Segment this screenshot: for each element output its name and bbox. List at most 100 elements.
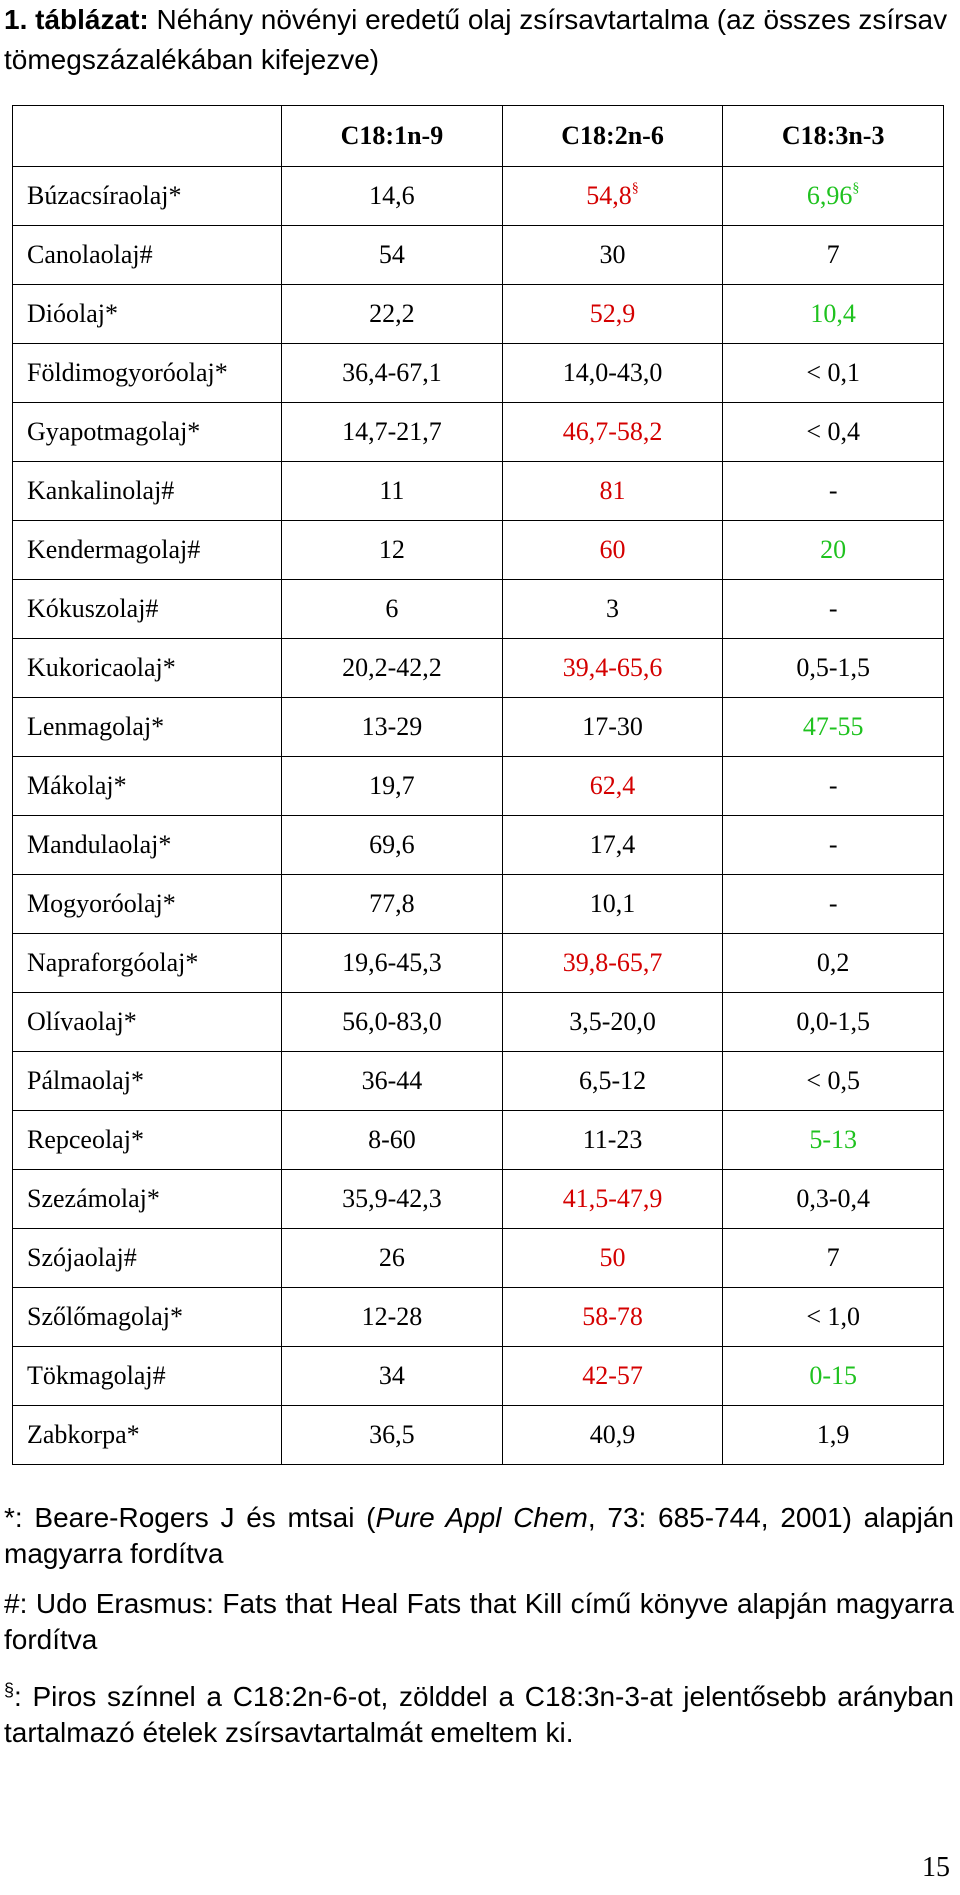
table-row: Napraforgóolaj* 19,6-45,3 39,8-65,7 0,2 — [11, 933, 944, 993]
caption-number: 1. — [4, 4, 28, 35]
c18-2-cell-value: 50 — [599, 1243, 626, 1272]
c18-3-cell: - — [722, 756, 944, 816]
table-row: Mogyoróolaj* 77,8 10,1 - — [11, 874, 944, 934]
c18-2-cell: 6,5-12 — [501, 1051, 724, 1111]
c18-3-cell: 0,2 — [722, 933, 944, 993]
c18-1-cell-value: 12 — [378, 535, 405, 564]
c18-3-cell: < 0,1 — [722, 343, 944, 403]
oil-name-cell: Szójaolaj# — [11, 1228, 283, 1288]
c18-3-cell: 1,9 — [722, 1405, 944, 1465]
c18-1-cell-value: 8-60 — [368, 1125, 416, 1154]
c18-2-cell-value: 17-30 — [582, 712, 643, 741]
c18-3-cell-value: 47-55 — [802, 712, 864, 741]
star-journal: Pure Appl Chem — [375, 1502, 588, 1533]
c18-1-cell: 22,2 — [281, 284, 503, 344]
c18-1-cell: 69,6 — [281, 815, 503, 875]
oil-name-cell: Búzacsíraolaj* — [11, 166, 283, 226]
hash-symbol: # — [4, 1588, 20, 1619]
oil-name-cell: Gyapotmagolaj* — [11, 402, 283, 462]
c18-1-cell: 19,6-45,3 — [281, 933, 503, 993]
c18-1-cell: 12-28 — [281, 1287, 503, 1347]
table-row: Canolaolaj# 54 30 7 — [11, 225, 944, 285]
oil-name-cell: Dióolaj* — [11, 284, 283, 344]
c18-1-cell: 34 — [281, 1346, 503, 1406]
header-c18-1: C18:1n-9 — [281, 105, 503, 167]
c18-3-cell: - — [722, 461, 944, 521]
c18-2-cell-value: 6,5-12 — [578, 1066, 647, 1095]
table-row: Kendermagolaj# 12 60 20 — [11, 520, 944, 580]
c18-1-cell-value: 13-29 — [361, 712, 423, 741]
c18-2-cell: 10,1 — [501, 874, 724, 934]
c18-3-cell-value: - — [828, 771, 838, 800]
c18-2-cell-value: 42-57 — [582, 1361, 643, 1390]
header-c18-3: C18:3n-3 — [722, 105, 944, 167]
c18-3-cell: 0-15 — [722, 1346, 944, 1406]
c18-1-cell: 6 — [281, 579, 503, 639]
table-row: Tökmagolaj# 34 42-57 0-15 — [11, 1346, 944, 1406]
c18-1-cell: 54 — [281, 225, 503, 285]
c18-2-cell-value: 54,8 — [586, 181, 632, 210]
c18-3-cell-value: - — [828, 594, 838, 623]
c18-1-cell-value: 54 — [378, 240, 405, 269]
caption-text: Néhány növényi eredetű olaj zsírsavtarta… — [4, 4, 948, 75]
c18-2-cell: 42-57 — [501, 1346, 724, 1406]
c18-2-cell-value: 81 — [599, 476, 626, 505]
c18-3-cell: < 1,0 — [722, 1287, 944, 1347]
section-symbol: § — [4, 1680, 15, 1700]
c18-2-cell: 39,8-65,7 — [501, 933, 724, 993]
c18-2-cell: 62,4 — [501, 756, 724, 816]
c18-2-cell-value: 39,8-65,7 — [562, 948, 663, 977]
c18-1-cell-value: 35,9-42,3 — [342, 1184, 442, 1213]
oil-name-cell: Kókuszolaj# — [11, 579, 283, 639]
c18-2-cell-value: 10,1 — [589, 889, 636, 918]
star-text-before: : Beare-Rogers J és mtsai ( — [14, 1502, 376, 1533]
c18-3-cell: - — [722, 874, 944, 934]
c18-3-cell-value: 0-15 — [809, 1361, 858, 1390]
table-caption: 1. táblázat: Néhány növényi eredetű olaj… — [4, 0, 954, 80]
footnote-section: §: Piros színnel a C18:2n-6-ot, zölddel … — [4, 1672, 954, 1751]
c18-3-cell-value: 0,5-1,5 — [796, 653, 871, 682]
table-row: Szezámolaj* 35,9-42,3 41,5-47,9 0,3-0,4 — [11, 1169, 944, 1229]
c18-2-cell-value: 58-78 — [582, 1302, 643, 1331]
caption-label: táblázat: — [35, 4, 149, 35]
footnotes: *: Beare-Rogers J és mtsai (Pure Appl Ch… — [4, 1500, 954, 1765]
c18-1-cell-value: 19,7 — [369, 771, 415, 800]
section-text: : Piros színnel a C18:2n-6-ot, zölddel a… — [4, 1681, 954, 1748]
c18-3-cell-value: - — [828, 476, 838, 505]
c18-1-cell-value: 19,6-45,3 — [342, 948, 442, 977]
c18-3-cell: 6,96§ — [722, 166, 944, 226]
c18-1-cell: 20,2-42,2 — [281, 638, 503, 698]
table-row: Földimogyoróolaj* 36,4-67,1 14,0-43,0 < 0,1 — [11, 343, 944, 403]
c18-3-cell-value: 7 — [826, 1243, 840, 1272]
c18-2-cell-value: 46,7-58,2 — [562, 417, 663, 446]
c18-2-cell: 17-30 — [501, 697, 724, 757]
footnote-hash: #: Udo Erasmus: Fats that Heal Fats that… — [4, 1586, 954, 1658]
c18-3-cell: < 0,5 — [722, 1051, 944, 1111]
c18-2-cell-value: 52,9 — [589, 299, 636, 328]
c18-2-cell: 41,5-47,9 — [501, 1169, 724, 1229]
c18-2-cell-value: 17,4 — [589, 830, 636, 859]
c18-3-cell-value: 0,3-0,4 — [796, 1184, 871, 1213]
c18-1-cell-value: 26 — [378, 1243, 405, 1272]
c18-3-cell-value: < 0,1 — [806, 358, 861, 387]
oil-name-cell: Szezámolaj* — [11, 1169, 283, 1229]
c18-1-cell-value: 22,2 — [369, 299, 415, 328]
c18-3-cell: 7 — [722, 225, 944, 285]
c18-2-cell: 52,9 — [501, 284, 724, 344]
c18-3-cell-value: 0,0-1,5 — [796, 1007, 871, 1036]
c18-3-cell: 5-13 — [722, 1110, 944, 1170]
table-row: Mákolaj* 19,7 62,4 - — [11, 756, 944, 816]
table-row: Repceolaj* 8-60 11-23 5-13 — [11, 1110, 944, 1170]
page-number: 15 — [922, 1852, 950, 1883]
c18-1-cell: 14,7-21,7 — [281, 402, 503, 462]
c18-3-cell: 0,5-1,5 — [722, 638, 944, 698]
oil-name-cell: Lenmagolaj* — [11, 697, 283, 757]
c18-3-cell-value: < 1,0 — [806, 1302, 861, 1331]
oil-name-cell: Kendermagolaj# — [11, 520, 283, 580]
c18-1-cell: 8-60 — [281, 1110, 503, 1170]
c18-2-cell-value: 30 — [599, 240, 626, 269]
oil-name-cell: Canolaolaj# — [11, 225, 283, 285]
c18-3-cell: 7 — [722, 1228, 944, 1288]
c18-1-cell: 77,8 — [281, 874, 503, 934]
table-row: Szójaolaj# 26 50 7 — [11, 1228, 944, 1288]
